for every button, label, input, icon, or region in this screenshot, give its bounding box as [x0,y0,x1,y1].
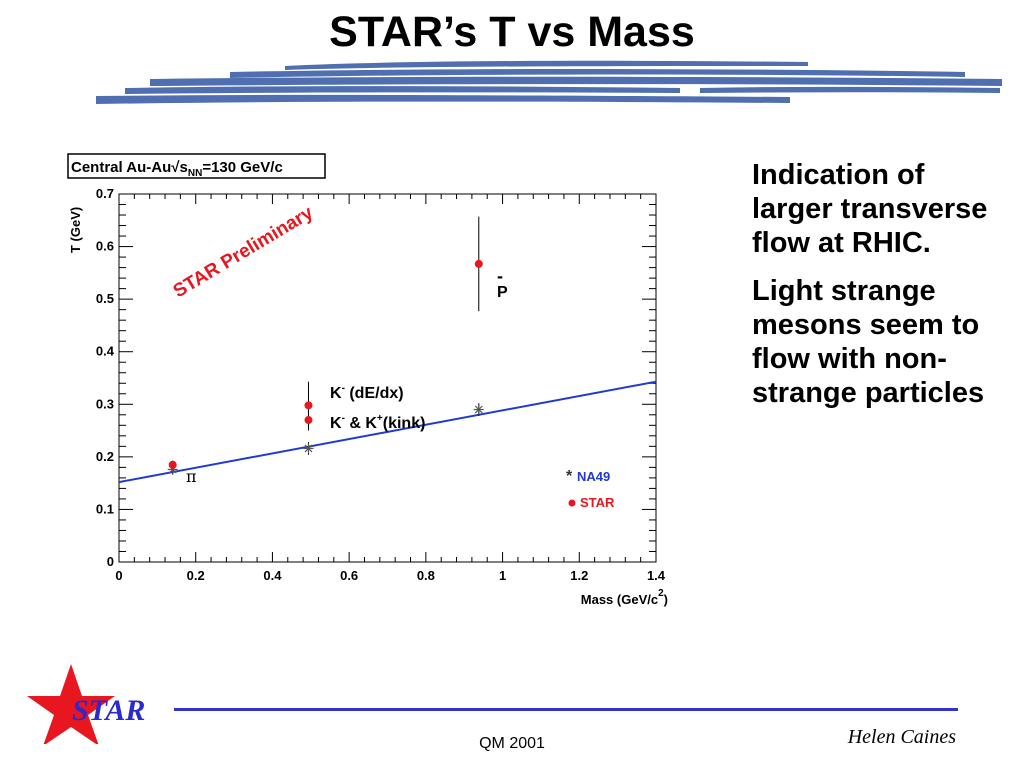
star-logo-text: STAR [72,694,146,727]
y-tick-label: 0 [107,554,114,569]
fit-line [118,380,657,484]
kaon-kink-label: K- & K+(kink) [330,413,425,432]
na49-data-point [473,404,484,415]
legend-star-marker [568,499,576,507]
bullet-list: Indication of larger transverse flow at … [752,158,992,424]
pion-label: π [186,467,197,486]
x-tick-label: 0.4 [263,568,282,583]
star-preliminary-watermark: STAR Preliminary [170,202,318,302]
x-tick-label: 1.2 [570,568,588,583]
bullet-text: Light strange mesons seem to flow with n… [752,275,985,409]
legend-star-label: STAR [580,495,615,510]
y-tick-label: 0.4 [96,344,115,359]
x-tick-label: 0.6 [340,568,358,583]
star-data-point [304,401,313,410]
x-tick-label: 0.2 [187,568,205,583]
x-tick-label: 1.4 [647,568,666,583]
na49-data-point [303,443,314,454]
y-tick-label: 0.1 [96,501,114,516]
star-data-point [304,416,313,425]
antiproton-bar: - [497,266,503,286]
star-data-point [474,259,483,268]
plot-frame [118,193,657,563]
kaon-dedx-label: K- (dE/dx) [330,383,404,402]
legend-na49-label: NA49 [577,469,610,484]
footer-divider [174,708,958,711]
header-label: Central Au-Au√sNN=130 GeV/c [71,159,283,179]
star-data-point [168,460,177,469]
x-tick-label: 1 [499,568,506,583]
footer-author: Helen Caines [847,726,956,748]
legend-na49-marker: * [566,468,573,485]
footer-event: QM 2001 [479,735,545,752]
na49-marker-stroke [474,405,483,414]
header-label-box [67,153,326,179]
x-axis-label: Mass (GeV/c2) [581,588,668,607]
x-tick-label: 0.8 [417,568,435,583]
y-tick-label: 0.7 [96,186,114,201]
slide-title: STAR’s T vs Mass [329,8,695,56]
x-tick-label: 0 [115,568,122,583]
y-tick-label: 0.2 [96,449,114,464]
y-tick-label: 0.6 [96,239,114,254]
y-axis-label: T (GeV) [68,207,83,253]
y-tick-label: 0.5 [96,291,114,306]
y-tick-label: 0.3 [96,396,114,411]
title-brush-underline [96,60,1002,104]
na49-marker-stroke [304,444,313,453]
bullet-text: Indication of larger transverse flow at … [752,159,988,259]
antiproton-label: P [497,284,508,301]
star-logo-icon [27,664,115,744]
